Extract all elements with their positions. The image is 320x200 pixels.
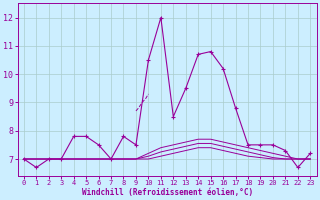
X-axis label: Windchill (Refroidissement éolien,°C): Windchill (Refroidissement éolien,°C): [82, 188, 253, 197]
